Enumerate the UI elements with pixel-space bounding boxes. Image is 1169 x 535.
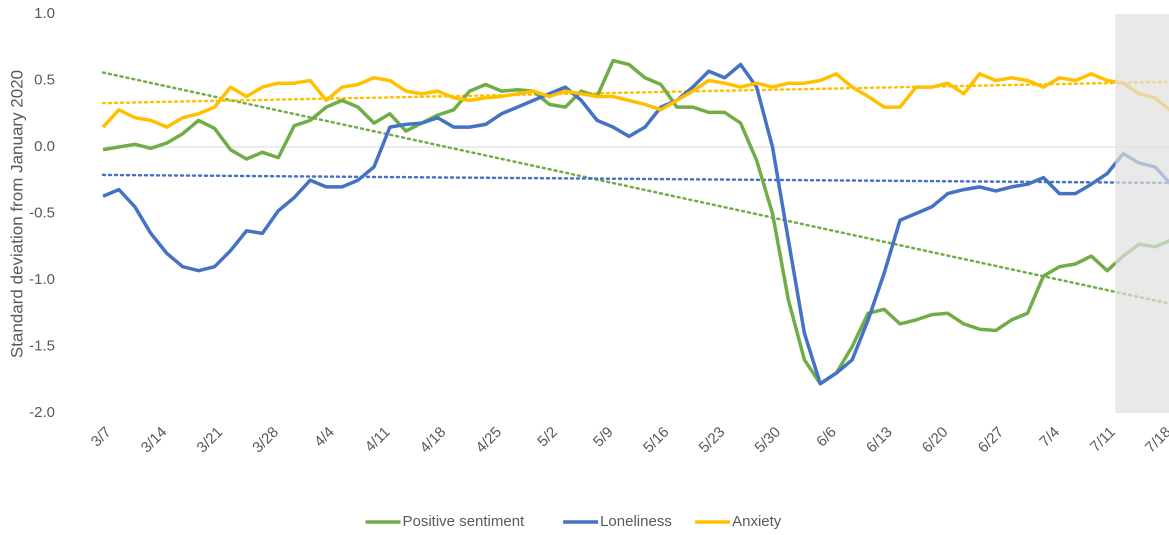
x-tick-label: 3/14 [138, 424, 171, 457]
y-tick-label: -0.5 [29, 204, 55, 221]
x-tick-label: 6/20 [919, 424, 952, 457]
series-line [102, 62, 1169, 386]
series-line [102, 58, 1169, 386]
x-tick-label: 4/18 [417, 424, 450, 457]
x-tick-label: 4/4 [311, 424, 338, 451]
trend-line [101, 173, 1169, 185]
x-tick-label: 3/21 [194, 424, 227, 457]
x-tick-label: 5/23 [696, 424, 729, 457]
series-line [101, 72, 1169, 129]
y-axis-label: Standard deviation from January 2020 [7, 70, 26, 358]
x-tick-label: 5/9 [590, 424, 617, 451]
x-tick-label: 7/4 [1036, 424, 1063, 451]
y-tick-label: 0.5 [34, 71, 55, 88]
y-tick-label: 1.0 [34, 5, 55, 22]
trend-line [101, 71, 1169, 305]
x-tick-label: 7/11 [1087, 424, 1119, 456]
legend-label: Anxiety [732, 513, 782, 530]
x-tick-label: 5/16 [640, 424, 673, 457]
x-tick-label: 5/2 [534, 424, 561, 451]
x-tick-label: 6/13 [863, 424, 896, 457]
x-tick-label: 7/18 [1142, 424, 1169, 457]
trend-line [101, 80, 1169, 105]
x-tick-label: 3/28 [249, 424, 282, 457]
y-tick-label: -2.0 [29, 404, 55, 421]
x-tick-label: 6/27 [975, 424, 1008, 457]
legend-label: Loneliness [600, 513, 672, 530]
legend-label: Positive sentiment [403, 513, 526, 530]
y-tick-label: 0.0 [34, 138, 55, 155]
x-tick-label: 3/7 [88, 424, 115, 451]
x-tick-label: 4/11 [362, 424, 394, 456]
x-tick-label: 6/6 [813, 424, 840, 451]
y-tick-label: -1.0 [29, 271, 55, 288]
highlight-region [1115, 14, 1169, 413]
y-tick-label: -1.5 [29, 337, 55, 354]
x-tick-label: 4/25 [473, 424, 506, 457]
x-tick-label: 5/30 [751, 424, 784, 457]
